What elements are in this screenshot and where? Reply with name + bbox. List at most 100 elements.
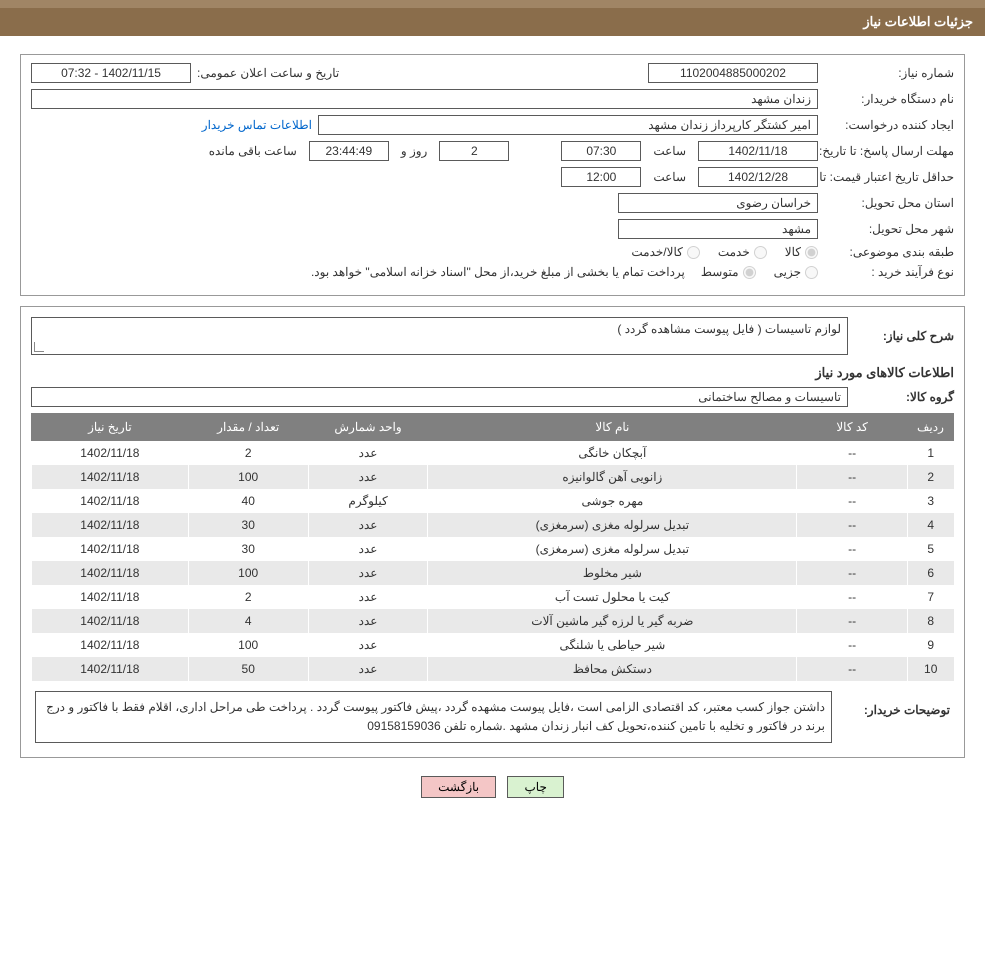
- table-cell: عدد: [308, 609, 428, 633]
- page-title: جزئیات اطلاعات نیاز: [863, 14, 973, 29]
- need-no-value: 1102004885000202: [648, 63, 818, 83]
- table-cell: 40: [188, 489, 308, 513]
- buyer-note-label: توضیحات خریدار:: [840, 691, 950, 717]
- table-cell: 1402/11/18: [32, 633, 189, 657]
- table-cell: دستکش محافظ: [428, 657, 797, 681]
- reply-time-label: ساعت: [653, 144, 686, 158]
- table-row: 6--شیر مخلوطعدد1001402/11/18: [32, 561, 954, 585]
- need-no-label: شماره نیاز:: [824, 66, 954, 80]
- table-cell: کیلوگرم: [308, 489, 428, 513]
- delivery-city-label: شهر محل تحویل:: [824, 222, 954, 236]
- table-cell: 4: [188, 609, 308, 633]
- radio-goods[interactable]: کالا: [785, 245, 818, 259]
- reply-date-value: 1402/11/18: [698, 141, 818, 161]
- price-valid-label: حداقل تاریخ اعتبار قیمت: تا تاریخ:: [824, 170, 954, 184]
- table-cell: 4: [907, 513, 953, 537]
- table-cell: 1402/11/18: [32, 441, 189, 466]
- back-button[interactable]: بازگشت: [421, 776, 496, 798]
- table-cell: 1402/11/18: [32, 465, 189, 489]
- table-cell: --: [797, 441, 908, 466]
- delivery-province-value: خراسان رضوی: [618, 193, 818, 213]
- buyer-contact-link[interactable]: اطلاعات تماس خریدار: [202, 118, 312, 132]
- price-valid-time-label: ساعت: [653, 170, 686, 184]
- items-table-wrap: ردیفکد کالانام کالاواحد شمارشتعداد / مقد…: [31, 413, 954, 681]
- items-section-title: اطلاعات کالاهای مورد نیاز: [31, 365, 954, 381]
- table-cell: --: [797, 465, 908, 489]
- table-cell: --: [797, 633, 908, 657]
- table-cell: 9: [907, 633, 953, 657]
- table-cell: عدد: [308, 561, 428, 585]
- table-cell: 30: [188, 537, 308, 561]
- table-cell: --: [797, 537, 908, 561]
- page-header: جزئیات اطلاعات نیاز: [0, 0, 985, 36]
- radio-goods-service[interactable]: کالا/خدمت: [631, 245, 699, 259]
- table-cell: عدد: [308, 585, 428, 609]
- table-cell: شیر مخلوط: [428, 561, 797, 585]
- goods-group-label: گروه کالا:: [854, 390, 954, 404]
- general-desc-text: لوازم تاسیسات ( فایل پیوست مشاهده گردد ): [617, 322, 841, 336]
- table-cell: 100: [188, 465, 308, 489]
- general-desc-box: لوازم تاسیسات ( فایل پیوست مشاهده گردد ): [31, 317, 848, 355]
- radio-service[interactable]: خدمت: [718, 245, 767, 259]
- buyer-note-box: داشتن جواز کسب معتبر، کد اقتصادی الزامی …: [35, 691, 832, 743]
- announce-label: تاریخ و ساعت اعلان عمومی:: [197, 66, 339, 80]
- table-cell: 1402/11/18: [32, 561, 189, 585]
- table-cell: آبچکان خانگی: [428, 441, 797, 466]
- button-row: چاپ بازگشت: [0, 768, 985, 810]
- table-cell: --: [797, 489, 908, 513]
- table-cell: 3: [907, 489, 953, 513]
- table-cell: شیر حیاطی یا شلنگی: [428, 633, 797, 657]
- table-cell: --: [797, 609, 908, 633]
- table-cell: --: [797, 561, 908, 585]
- print-button[interactable]: چاپ: [507, 776, 563, 798]
- table-cell: 1402/11/18: [32, 537, 189, 561]
- delivery-province-label: استان محل تحویل:: [824, 196, 954, 210]
- table-cell: مهره جوشی: [428, 489, 797, 513]
- table-cell: 1402/11/18: [32, 657, 189, 681]
- table-row: 10--دستکش محافظعدد501402/11/18: [32, 657, 954, 681]
- table-row: 1--آبچکان خانگیعدد21402/11/18: [32, 441, 954, 466]
- table-header: تاریخ نیاز: [32, 414, 189, 441]
- table-cell: 1402/11/18: [32, 585, 189, 609]
- price-valid-time: 12:00: [561, 167, 641, 187]
- table-cell: عدد: [308, 633, 428, 657]
- radio-medium[interactable]: متوسط: [701, 265, 756, 279]
- table-header: واحد شمارش: [308, 414, 428, 441]
- table-row: 7--کیت یا محلول تست آبعدد21402/11/18: [32, 585, 954, 609]
- table-cell: 5: [907, 537, 953, 561]
- table-cell: زانویی آهن گالوانیزه: [428, 465, 797, 489]
- general-desc-label: شرح کلی نیاز:: [854, 329, 954, 343]
- creator-label: ایجاد کننده درخواست:: [824, 118, 954, 132]
- table-cell: 6: [907, 561, 953, 585]
- table-row: 2--زانویی آهن گالوانیزهعدد1001402/11/18: [32, 465, 954, 489]
- table-cell: 1402/11/18: [32, 609, 189, 633]
- days-and-label: روز و: [401, 144, 428, 158]
- purchase-type-label: نوع فرآیند خرید :: [824, 265, 954, 279]
- table-cell: 1402/11/18: [32, 489, 189, 513]
- table-cell: 100: [188, 561, 308, 585]
- goods-group-value: تاسیسات و مصالح ساختمانی: [31, 387, 848, 407]
- table-cell: 50: [188, 657, 308, 681]
- table-cell: 10: [907, 657, 953, 681]
- table-row: 5--تبدیل سرلوله مغزی (سرمغزی)عدد301402/1…: [32, 537, 954, 561]
- table-row: 4--تبدیل سرلوله مغزی (سرمغزی)عدد301402/1…: [32, 513, 954, 537]
- table-cell: 2: [907, 465, 953, 489]
- countdown-value: 23:44:49: [309, 141, 389, 161]
- table-cell: عدد: [308, 513, 428, 537]
- table-cell: 100: [188, 633, 308, 657]
- table-header: نام کالا: [428, 414, 797, 441]
- table-cell: تبدیل سرلوله مغزی (سرمغزی): [428, 537, 797, 561]
- table-cell: --: [797, 657, 908, 681]
- table-row: 3--مهره جوشیکیلوگرم401402/11/18: [32, 489, 954, 513]
- radio-partial[interactable]: جزیی: [774, 265, 818, 279]
- table-cell: 30: [188, 513, 308, 537]
- reply-deadline-label: مهلت ارسال پاسخ: تا تاریخ:: [824, 144, 954, 158]
- table-cell: عدد: [308, 441, 428, 466]
- days-remaining-value: 2: [439, 141, 509, 161]
- table-header: تعداد / مقدار: [188, 414, 308, 441]
- creator-value: امیر کشتگر کارپرداز زندان مشهد: [318, 115, 818, 135]
- price-valid-date: 1402/12/28: [698, 167, 818, 187]
- table-cell: 1: [907, 441, 953, 466]
- table-row: 8--ضربه گیر یا لرزه گیر ماشین آلاتعدد414…: [32, 609, 954, 633]
- table-cell: 1402/11/18: [32, 513, 189, 537]
